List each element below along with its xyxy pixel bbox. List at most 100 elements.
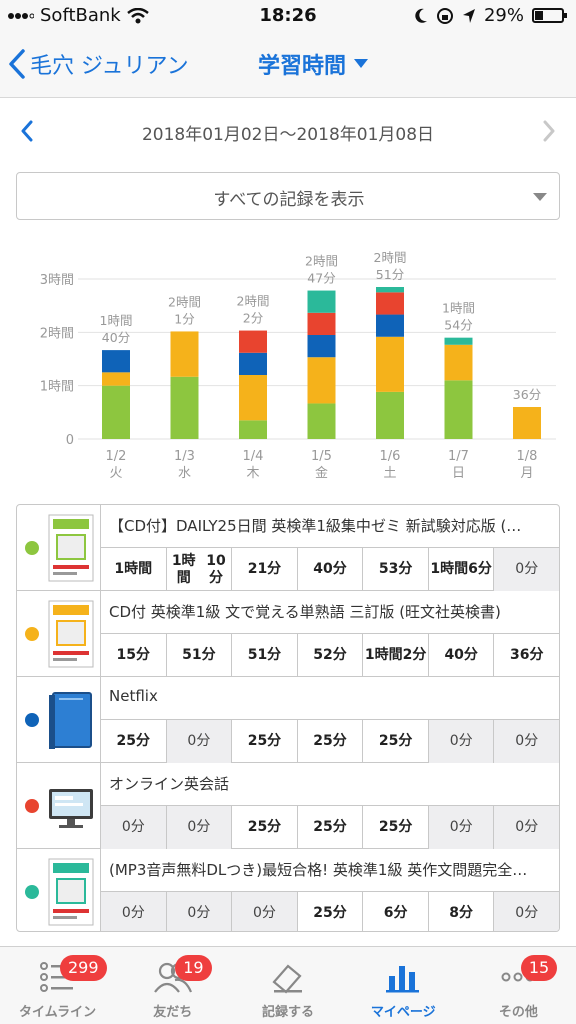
tab-label: マイページ	[370, 1005, 436, 1020]
day-time-cell: 25分	[101, 720, 167, 763]
x-tick-day: 月	[520, 466, 533, 481]
bar-segment	[376, 336, 404, 392]
day-time-cell: 1時間	[101, 548, 167, 591]
bar-segment	[102, 350, 130, 373]
bar-segment	[239, 420, 267, 439]
color-dot	[25, 627, 39, 641]
bar-segment	[444, 337, 473, 345]
day-time-cell: 25分	[232, 720, 298, 763]
tab-label: タイムライン	[19, 1005, 97, 1020]
day-time-cell: 36分	[510, 647, 544, 663]
record-row[interactable]: CD付 英検準1級 文で覚える単熟語 三訂版 (旺文社英検書) 15分 51分 51分…	[17, 591, 559, 677]
chevron-left-icon	[21, 120, 33, 142]
record-row[interactable]: Netflix 25分 0分 25分 25分 25分 0分 0分	[17, 677, 559, 763]
x-tick-day: 水	[178, 466, 191, 481]
x-tick-day: 火	[109, 466, 122, 481]
day-time-cell: 0分	[428, 806, 495, 849]
day-time-cell: 0分	[494, 720, 559, 763]
color-dot	[25, 885, 39, 899]
next-week-button[interactable]	[534, 116, 564, 146]
bar-total-label: 2時間	[374, 250, 407, 265]
record-day-cells: 0分 0分 0分 25分 6分 8分 0分	[101, 891, 559, 931]
bar-total-label: 1分	[174, 311, 194, 326]
tab-list[interactable]: タイムライン 299	[0, 947, 115, 1024]
bar-segment	[307, 403, 336, 439]
y-tick-label: 2時間	[40, 326, 74, 341]
record-name: Netflix	[109, 687, 158, 705]
record-color-cell	[17, 849, 101, 931]
day-time-cell: 51分	[167, 634, 233, 677]
notification-badge: 299	[60, 955, 107, 981]
y-tick-label: 0	[66, 433, 74, 448]
title-dropdown[interactable]: 学習時間	[258, 48, 369, 80]
tab-chart[interactable]: マイページ	[346, 947, 461, 1024]
day-time-cell: 0分	[101, 806, 167, 849]
day-time-cell: 21分	[232, 548, 298, 591]
bar-total-label: 2時間	[305, 254, 338, 269]
status-right: 29%	[414, 5, 567, 26]
bar-total-label: 1時間	[442, 301, 475, 316]
day-time-cell: 1時間 2分	[363, 634, 429, 677]
record-filter-select[interactable]: すべての記録を表示	[16, 172, 560, 220]
bar-segment	[376, 391, 404, 439]
caret-down-icon	[354, 59, 369, 68]
carrier-name: SoftBank	[40, 5, 121, 26]
x-tick-date: 1/5	[311, 449, 332, 464]
day-time-cell: 0分	[494, 892, 559, 931]
record-color-cell	[17, 677, 101, 763]
date-range: 2018年01月02日〜2018年01月08日	[141, 125, 435, 145]
day-time-cell: 40分	[429, 634, 495, 677]
tab-friends[interactable]: 友だち 19	[115, 947, 230, 1024]
bar-total-label: 1時間	[100, 313, 133, 328]
bar-total-label: 47分	[307, 271, 335, 286]
x-tick-date: 1/6	[380, 449, 401, 464]
date-range-row: 2018年01月02日〜2018年01月08日	[0, 110, 576, 154]
day-time-cell: 25分	[363, 806, 429, 849]
record-day-cells: 25分 0分 25分 25分 25分 0分 0分	[101, 719, 559, 763]
rotation-lock-icon	[436, 7, 453, 24]
back-label: 毛穴 ジュリアン	[30, 54, 189, 79]
record-name: (MP3音声無料DLつき)最短合格! 英検準1級 英作文問題完全…	[109, 861, 528, 879]
bar-total-label: 54分	[444, 318, 472, 333]
notification-badge: 15	[520, 955, 558, 981]
record-day-cells: 0分 0分 25分 25分 25分 0分 0分	[101, 805, 559, 849]
bar-segment	[170, 376, 199, 439]
signal-icon	[8, 12, 34, 19]
chevron-left-icon	[9, 49, 25, 79]
tab-bar: タイムライン 299 友だち 19 記録する マイページ その他 15	[0, 946, 576, 1024]
x-tick-date: 1/3	[174, 449, 195, 464]
color-dot	[25, 799, 39, 813]
bar-segment	[239, 330, 267, 353]
y-tick-label: 1時間	[40, 380, 74, 395]
status-bar: SoftBank 18:26 29%	[0, 0, 576, 34]
caret-down-icon	[533, 193, 547, 201]
y-tick-label: 3時間	[40, 273, 74, 288]
record-name: 【CD付】DAILY25日間 英検準1級集中ゼミ 新試験対応版 (…	[109, 517, 522, 535]
blue-book-icon	[47, 685, 95, 755]
record-color-cell	[17, 505, 101, 591]
x-tick-date: 1/8	[517, 449, 538, 464]
x-tick-day: 木	[246, 466, 259, 481]
x-tick-date: 1/7	[448, 449, 469, 464]
location-icon	[462, 8, 475, 23]
previous-week-button[interactable]	[12, 116, 42, 146]
bar-total-label: 2時間	[237, 294, 270, 309]
bar-segment	[307, 312, 336, 335]
battery-percent: 29%	[483, 5, 524, 26]
day-time-cell: 6分	[363, 892, 429, 931]
bar-segment	[376, 292, 404, 315]
tab-more[interactable]: その他 15	[461, 947, 576, 1024]
record-row[interactable]: 【CD付】DAILY25日間 英検準1級集中ゼミ 新試験対応版 (… 1時間 1時間…	[17, 505, 559, 591]
record-row[interactable]: (MP3音声無料DLつき)最短合格! 英検準1級 英作文問題完全… 0分 0分 0分 2…	[17, 849, 559, 931]
bar-segment	[307, 290, 336, 313]
day-time-cell: 0分	[166, 892, 233, 931]
day-time-cell: 52分	[298, 634, 364, 677]
day-time-cell: 0分	[166, 806, 233, 849]
day-time-cell: 25分	[298, 892, 364, 931]
page-title: 学習時間	[258, 54, 347, 79]
bar-total-label: 36分	[513, 387, 541, 402]
record-day-cells: 1時間 1時間 10分 21分 40分 53分 1時間 6分 0分	[101, 547, 559, 591]
tab-pencil[interactable]: 記録する	[230, 947, 345, 1024]
record-row[interactable]: オンライン英会話 0分 0分 25分 25分 25分 0分 0分	[17, 763, 559, 849]
back-button[interactable]: 毛穴 ジュリアン	[8, 44, 189, 84]
